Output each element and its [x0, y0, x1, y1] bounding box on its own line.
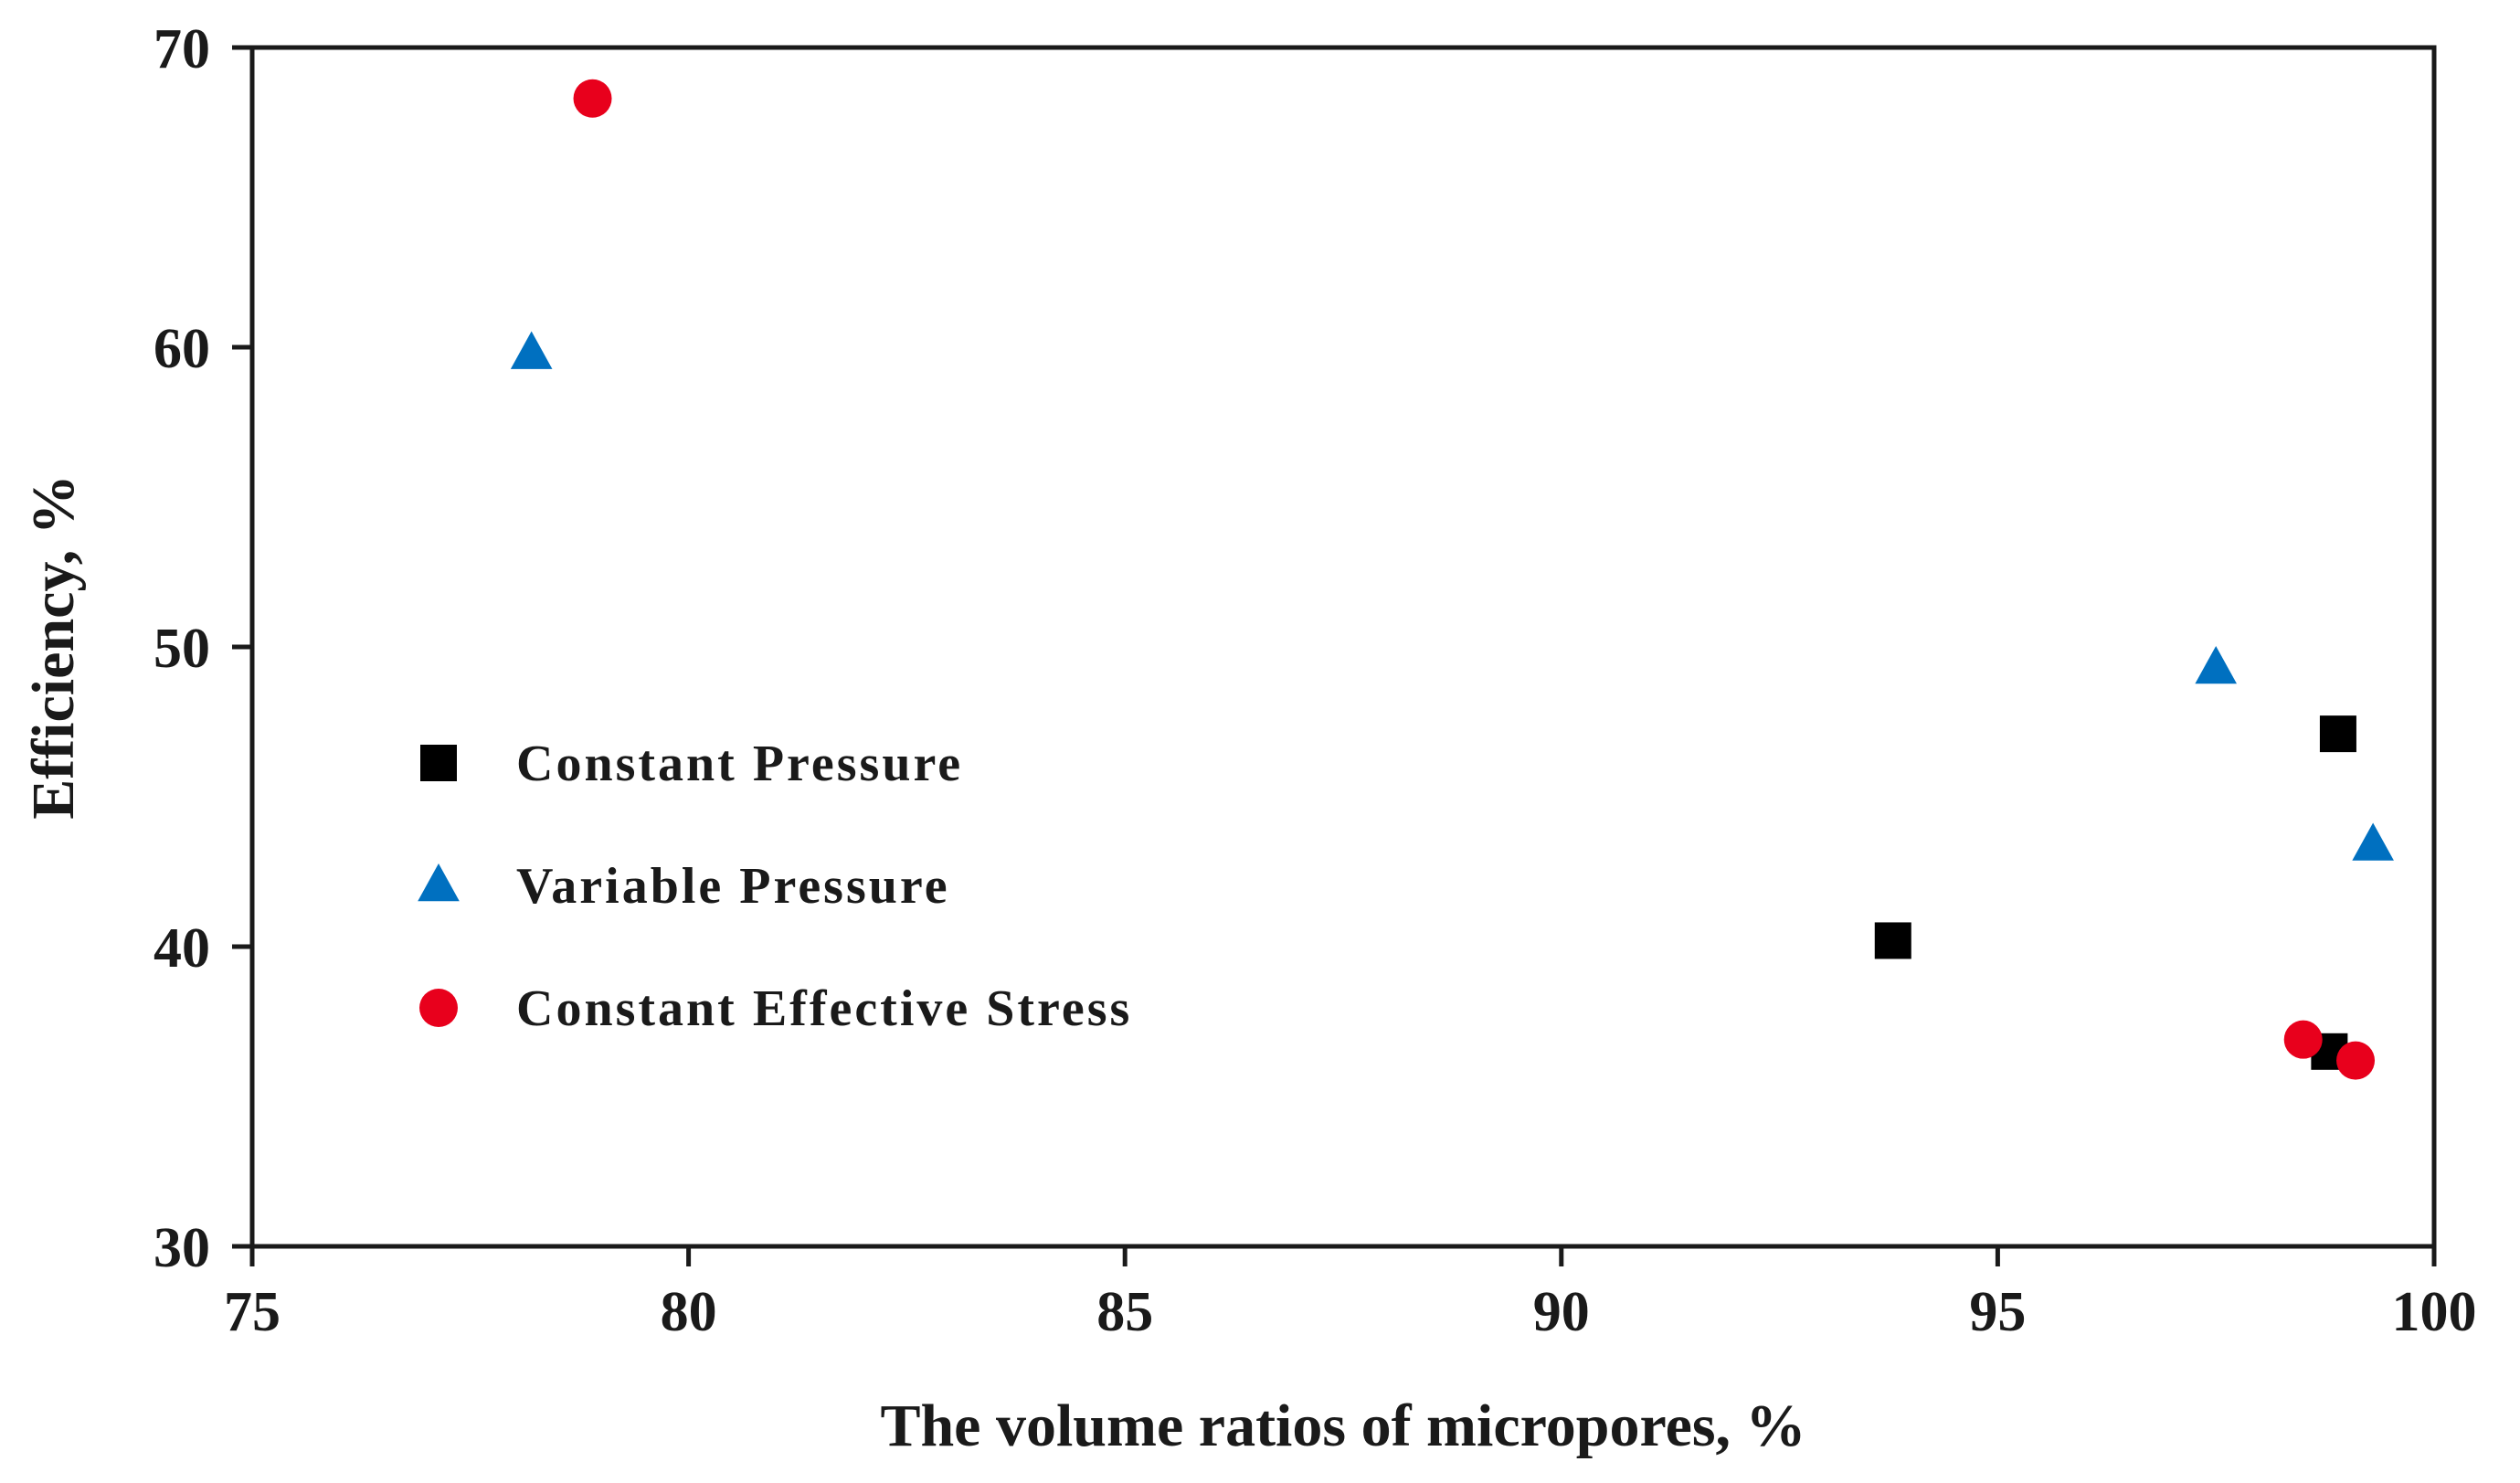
legend-label-constant-pressure: Constant Pressure [516, 736, 963, 792]
constant-effective-stress-point [2336, 1041, 2376, 1080]
legend-marker-variable-pressure [418, 863, 460, 902]
constant-effective-stress-point [573, 79, 612, 118]
x-tick-label: 90 [1533, 1281, 1590, 1343]
variable-pressure-point [2195, 645, 2237, 684]
variable-pressure-point [2352, 822, 2394, 861]
legend-label-constant-effective-stress: Constant Effective Stress [516, 980, 1132, 1037]
x-tick-label: 100 [2392, 1281, 2477, 1343]
y-axis: 30 40 50 60 70 [154, 18, 252, 1279]
data-points [510, 79, 2394, 1080]
y-tick-label: 40 [154, 917, 210, 980]
constant-effective-stress-point [2283, 1020, 2323, 1059]
y-axis-title: Efficiency, % [20, 474, 87, 820]
x-tick-label: 85 [1096, 1281, 1153, 1343]
constant-pressure-point [1874, 922, 1911, 959]
y-tick-label: 70 [154, 18, 210, 80]
legend-marker-constant-effective-stress [419, 989, 458, 1027]
x-tick-label: 95 [1969, 1281, 2026, 1343]
x-tick-label: 75 [224, 1281, 281, 1343]
legend-label-variable-pressure: Variable Pressure [516, 858, 950, 915]
x-axis-title: The volume ratios of micropores, % [880, 1393, 1805, 1459]
legend-marker-constant-pressure [420, 745, 457, 781]
variable-pressure-point [510, 331, 553, 369]
constant-pressure-point [2319, 715, 2356, 753]
plot-area-frame [249, 45, 2437, 1249]
y-tick-label: 60 [154, 318, 210, 380]
legend: Constant Pressure Variable Pressure Consta… [418, 736, 1132, 1037]
x-tick-label: 80 [661, 1281, 717, 1343]
y-tick-label: 30 [154, 1217, 210, 1279]
y-tick-label: 50 [154, 618, 210, 680]
x-axis: 75 80 85 90 95 100 [224, 1246, 2477, 1343]
